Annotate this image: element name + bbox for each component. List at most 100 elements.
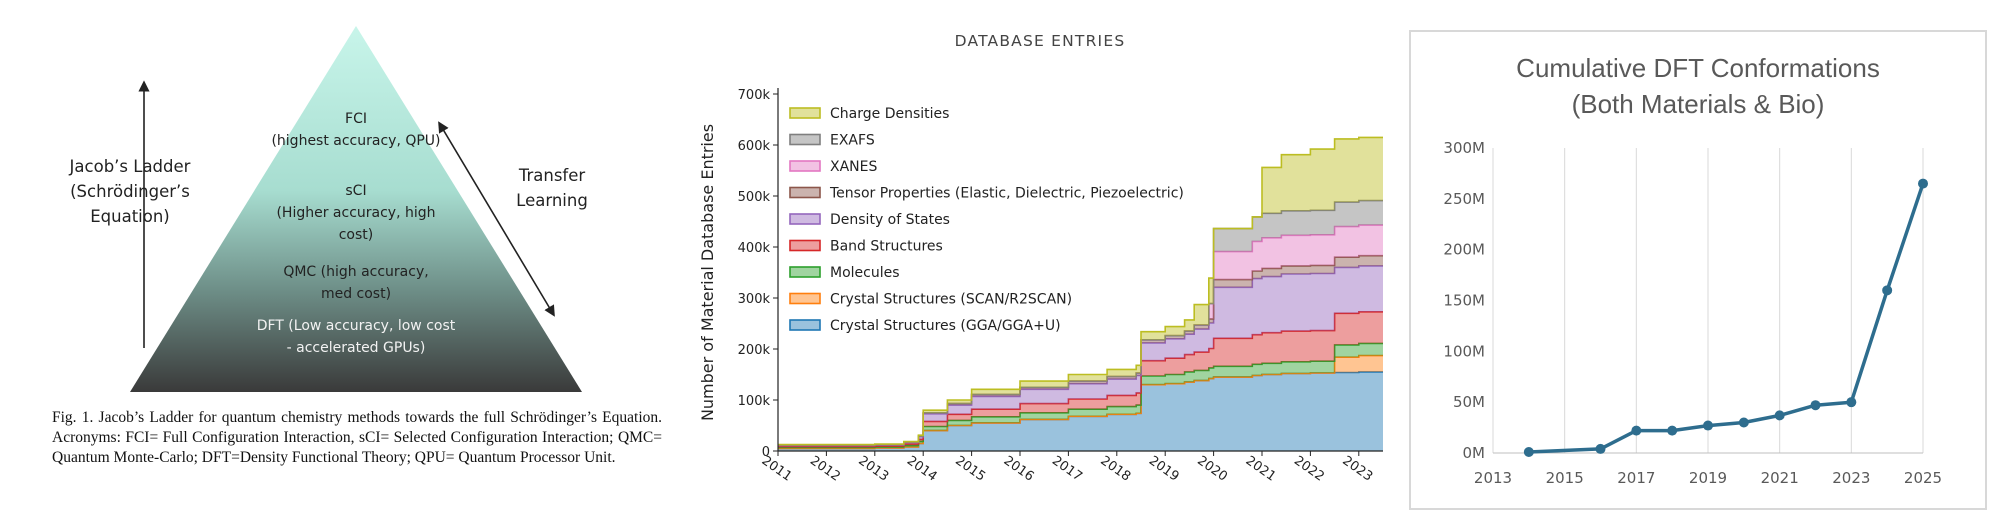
ladder-level-2: sCI (Higher accuracy, high cost): [276, 183, 435, 243]
y-tick-label: 50M: [1453, 393, 1485, 411]
jacobs-ladder-label-line: Jacob’s Ladder: [69, 157, 191, 176]
legend-item: Band Structures: [789, 239, 943, 255]
legend-item: Crystal Structures (SCAN/R2SCAN): [789, 292, 1072, 308]
ladder-level-1: FCI (highest accuracy, QPU): [271, 111, 440, 149]
ladder-level-3-text: QMC (high accuracy,: [283, 264, 428, 280]
legend-label: Crystal Structures (GGA/GGA+U): [830, 318, 1061, 334]
chart-title-line-2: (Both Materials & Bio): [1571, 89, 1825, 119]
legend-label: XANES: [830, 159, 877, 175]
ladder-diagram: FCI (highest accuracy, QPU) sCI (Higher acc…: [69, 26, 588, 392]
x-tick-label: 2021: [1761, 469, 1799, 487]
y-tick-label: 250M: [1443, 190, 1485, 208]
legend-item: Crystal Structures (GGA/GGA+U): [789, 318, 1061, 334]
cumulative-dft-chart: Cumulative DFT Conformations (Both Mater…: [1405, 0, 2000, 521]
area-molecules: [778, 343, 1383, 449]
x-tick-label: 2013: [856, 453, 892, 484]
legend-label: Density of States: [830, 212, 950, 228]
series-line: [1528, 183, 1925, 454]
y-tick-label: 500k: [738, 190, 771, 205]
ladder-level-4-text: - accelerated GPUs): [287, 340, 426, 356]
legend-swatch: [789, 239, 821, 252]
y-tick-label: 200k: [738, 343, 771, 358]
y-tick-label: 300M: [1443, 139, 1485, 157]
database-entries-chart: DATABASE ENTRIES 0 100k 200k 300k 400k 500k 60…: [680, 0, 1400, 521]
jacobs-ladder-figure: FCI (highest accuracy, QPU) sCI (Higher acc…: [0, 0, 680, 521]
legend-item: Density of States: [789, 212, 950, 228]
y-axis-label: Number of Material Database Entries: [698, 124, 717, 421]
data-point: [1810, 400, 1821, 411]
x-tick-label: 2019: [1689, 469, 1727, 487]
data-point: [1882, 285, 1893, 296]
x-tick-label: 2023: [1832, 469, 1870, 487]
ladder-level-2-text: cost): [339, 227, 374, 243]
x-tick-label: 2013: [1474, 469, 1512, 487]
y-tick-label: 700k: [738, 88, 771, 103]
ladder-levels: FCI (highest accuracy, QPU) sCI (Higher acc…: [257, 111, 456, 356]
transfer-learning-label-line: Learning: [516, 191, 588, 210]
ladder-level-2-text: sCI: [345, 183, 366, 199]
area-edge-charge-densities: [778, 136, 1383, 446]
data-point: [1595, 443, 1606, 454]
data-point: [1523, 446, 1534, 457]
data-point: [1738, 417, 1749, 428]
y-tick-label: 0M: [1463, 444, 1486, 462]
jacobs-ladder-label-line: (Schrödinger’s: [70, 182, 190, 201]
area-xanes: [778, 225, 1383, 446]
data-point: [1846, 397, 1857, 408]
legend-swatch: [789, 213, 821, 225]
ladder-level-2-text: (Higher accuracy, high: [276, 205, 435, 221]
legend-swatch: [789, 292, 821, 305]
legend-swatch: [789, 107, 821, 119]
x-tick-label: 2014: [904, 453, 940, 484]
x-tick-label: 2021: [1243, 453, 1279, 484]
transfer-learning-label: Transfer Learning: [516, 166, 588, 210]
legend-label: Charge Densities: [830, 106, 949, 122]
legend-item: EXAFS: [789, 133, 875, 149]
area-band-structures: [778, 311, 1383, 448]
data-point: [1774, 410, 1785, 421]
ladder-level-4-text: DFT (Low accuracy, low cost: [257, 318, 456, 334]
ladder-level-1-text: FCI: [345, 111, 367, 127]
x-tick-label: 2020: [1194, 453, 1230, 484]
x-tick-label: 2017: [1617, 469, 1655, 487]
x-tick-label: 2022: [1291, 453, 1327, 484]
legend-item: Charge Densities: [789, 106, 949, 122]
area-layers: [778, 136, 1383, 451]
y-tick-label: 100M: [1443, 342, 1485, 360]
legend-item: XANES: [789, 159, 877, 175]
y-tick-label: 0: [762, 445, 770, 460]
x-tick-label: 2015: [1546, 469, 1584, 487]
legend-label: Crystal Structures (SCAN/R2SCAN): [830, 292, 1072, 308]
data-point: [1667, 425, 1678, 436]
y-tick-label: 100k: [738, 394, 771, 409]
legend: Charge Densities EXAFS XANES Tensor Propert…: [789, 106, 1184, 334]
legend-label: Tensor Properties (Elastic, Dielectric, …: [829, 186, 1184, 202]
x-tick-label: 2025: [1904, 469, 1942, 487]
area-exafs: [778, 200, 1383, 446]
x-tick-label: 2017: [1049, 453, 1085, 484]
legend-label: EXAFS: [830, 133, 875, 149]
legend-swatch: [789, 266, 821, 278]
x-tick-label: 2012: [807, 453, 843, 484]
stacked-area-plot: 0 100k 200k 300k 400k 500k 600k 700k 2011 2012 201…: [698, 88, 1383, 485]
x-tick-label: 2018: [1098, 453, 1134, 484]
legend-swatch: [789, 319, 821, 331]
y-tick-label: 200M: [1443, 241, 1485, 259]
figure-caption: Fig. 1. Jacob’s Ladder for quantum chemi…: [52, 409, 662, 466]
x-tick-label: 2015: [952, 453, 988, 484]
y-tick-label: 150M: [1443, 292, 1485, 310]
ladder-level-3-text: med cost): [321, 286, 391, 302]
ladder-level-1-text: (highest accuracy, QPU): [271, 133, 440, 149]
y-tick-label: 600k: [738, 139, 771, 154]
legend-swatch: [789, 133, 821, 146]
x-tick-label: 2016: [1001, 453, 1037, 484]
data-point: [1631, 425, 1642, 436]
chart-title: Cumulative DFT Conformations (Both Mater…: [1411, 50, 1985, 122]
legend-swatch: [789, 186, 821, 199]
legend-label: Band Structures: [830, 239, 943, 255]
data-point: [1918, 178, 1928, 189]
y-tick-label: 400k: [738, 241, 771, 256]
legend-item: Molecules: [789, 265, 900, 281]
chart-frame: Cumulative DFT Conformations (Both Mater…: [1409, 30, 1987, 510]
ladder-level-4: DFT (Low accuracy, low cost - accelerated…: [257, 318, 456, 356]
